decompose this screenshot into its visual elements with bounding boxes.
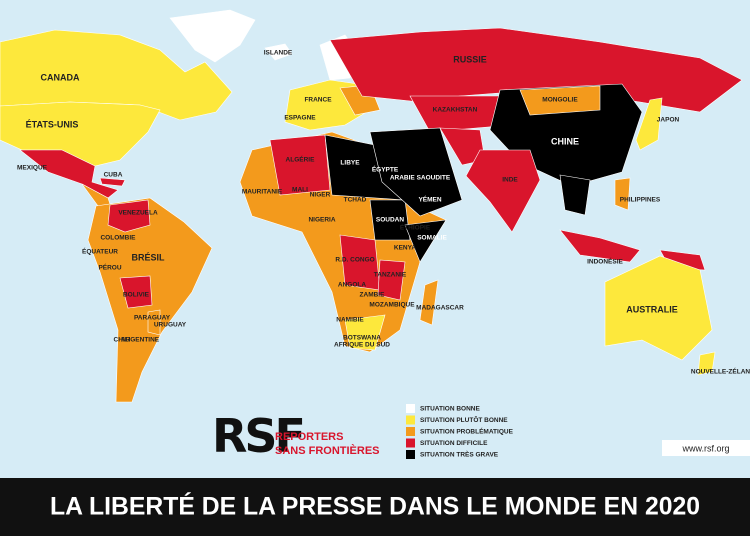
country-label: MAURITANIE [242, 189, 283, 196]
url-box [662, 440, 750, 456]
somalia [404, 219, 447, 263]
country-label: YÉMEN [418, 195, 441, 204]
country-label: MEXIQUE [17, 165, 48, 172]
new-zealand [697, 351, 716, 376]
country-label: LIBYE [340, 160, 360, 167]
country-label: COLOMBIE [100, 235, 136, 242]
venezuela-colombia [107, 199, 151, 233]
country-label: AUSTRALIE [626, 304, 678, 314]
country-label: ISLANDE [264, 50, 293, 57]
legend-label: SITUATION TRÈS GRAVE [420, 450, 499, 459]
country-label: ARGENTINE [121, 337, 160, 344]
country-label: ÉTHIOPIE [400, 223, 431, 232]
legend: SITUATION BONNE SITUATION PLUTÔT BONNE SIT… [406, 404, 514, 459]
country-label: INDE [502, 177, 518, 184]
country-label: CHILI [114, 337, 131, 344]
country-label: MOZAMBIQUE [369, 302, 415, 309]
logo-line1: REPORTERS [275, 431, 343, 443]
philippines [614, 177, 631, 211]
country-label: ARABIE SAOUDITE [390, 175, 451, 182]
country-label: PARAGUAY [134, 315, 171, 322]
country-label: BRÉSIL [131, 252, 165, 262]
legend-swatch [406, 438, 415, 448]
legend-swatch [406, 427, 415, 436]
country-label: R.D. CONGO [335, 257, 374, 264]
cuba [99, 177, 126, 187]
legend-swatch [406, 415, 415, 425]
japan [635, 97, 663, 151]
country-label: CUBA [104, 172, 123, 179]
mexico [19, 149, 119, 199]
country-labels: CANADA ÉTATS-UNIS MEXIQUE ISLANDE COLOMBIE VE… [17, 50, 750, 376]
middle-east [369, 127, 463, 217]
logo-mark: RSF [212, 409, 303, 463]
country-label: TCHAD [344, 197, 367, 204]
country-label: BOTSWANA [343, 335, 381, 342]
tanzania [377, 259, 406, 301]
land [0, 9, 743, 403]
logo-line2: SANS FRONTIÈRES [275, 444, 380, 457]
country-label: BOLIVIE [123, 292, 150, 299]
legend-label: SITUATION PLUTÔT BONNE [420, 415, 508, 424]
country-label: INDONÉSIE [587, 257, 623, 266]
india [465, 149, 541, 233]
country-label: ESPAGNE [284, 115, 316, 122]
title: LA LIBERTÉ DE LA PRESSE DANS LE MONDE EN… [50, 492, 700, 521]
country-label: FRANCE [304, 97, 332, 104]
country-label: CHINE [551, 136, 579, 146]
uruguay [147, 309, 161, 336]
url: www.rsf.org [681, 443, 729, 453]
madagascar [419, 279, 439, 326]
country-label: NOUVELLE-ZÉLANDE [691, 367, 750, 376]
country-label: PÉROU [98, 263, 121, 272]
country-label: AFRIQUE DU SUD [334, 342, 390, 349]
legend-label: SITUATION BONNE [420, 406, 480, 413]
country-label: ALGÉRIE [286, 155, 316, 164]
country-label: JAPON [657, 117, 680, 124]
country-label: NIGERIA [308, 217, 335, 224]
country-label: ZAMBIE [360, 292, 386, 299]
mongolia [519, 85, 601, 116]
legend-label: SITUATION DIFFICILE [420, 440, 488, 447]
greenland [169, 9, 256, 63]
bolivia [119, 275, 153, 309]
country-label: ÉTATS-UNIS [26, 119, 79, 129]
legend-label: SITUATION PROBLÉMATIQUE [420, 427, 514, 436]
country-label: MADAGASCAR [416, 305, 464, 312]
title-band [0, 478, 750, 536]
australia [604, 255, 713, 361]
country-label: PHILIPPINES [620, 197, 661, 204]
country-label: RUSSIE [453, 54, 487, 64]
country-label: TANZANIE [374, 272, 407, 279]
legend-swatch [406, 450, 415, 459]
country-label: ÉGYPTE [372, 165, 399, 174]
country-label: URUGUAY [154, 322, 187, 329]
indonesia [559, 229, 641, 263]
south-africa [344, 314, 386, 351]
iceland [264, 43, 293, 61]
country-label: CANADA [41, 72, 80, 82]
sudan [369, 199, 411, 241]
country-label: SOUDAN [376, 217, 404, 224]
legend-swatch [406, 404, 415, 413]
country-label: ÉQUATEUR [82, 247, 118, 256]
country-label: SOMALIE [417, 235, 447, 242]
country-label: NIGER [310, 192, 331, 199]
country-label: VENEZUELA [118, 210, 158, 217]
country-label: KENYA [394, 245, 416, 252]
country-label: KAZAKHSTAN [433, 107, 478, 114]
country-label: MONGOLIE [542, 97, 578, 104]
country-label: MALI [292, 187, 308, 194]
country-label: ANGOLA [338, 282, 366, 289]
country-label: NAMIBIE [336, 317, 364, 324]
algeria [269, 134, 331, 196]
southeast-asia [559, 174, 591, 216]
